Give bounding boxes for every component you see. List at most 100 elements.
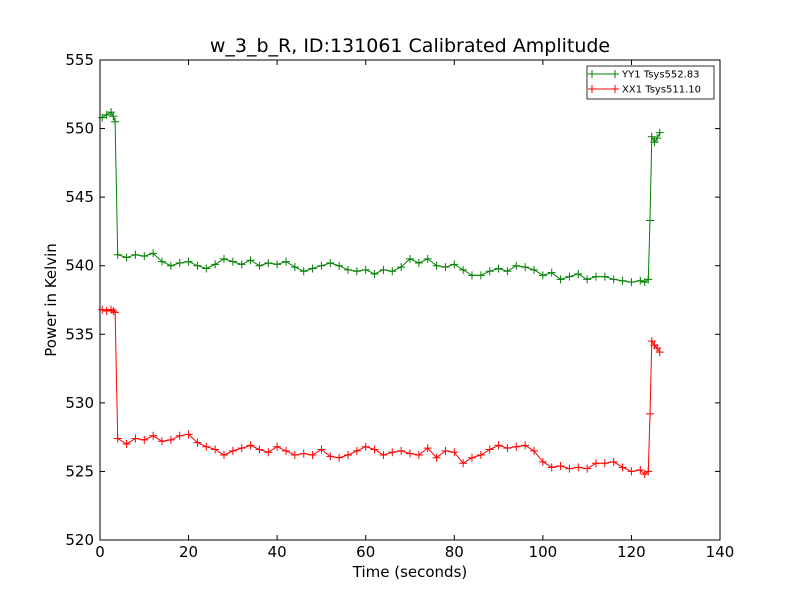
data-point: [184, 430, 193, 439]
data-point: [521, 441, 530, 450]
data-point: [574, 269, 583, 278]
data-point: [547, 463, 556, 472]
data-point: [102, 110, 111, 119]
data-point: [273, 260, 282, 269]
x-tick-label: 0: [95, 543, 105, 561]
x-tick-label: 80: [445, 543, 464, 561]
data-point: [432, 261, 441, 270]
data-point: [299, 449, 308, 458]
data-point: [459, 265, 468, 274]
data-point: [158, 437, 166, 446]
data-point: [476, 271, 485, 280]
data-point: [308, 450, 317, 459]
data-point: [530, 446, 538, 455]
data-point: [264, 258, 273, 267]
data-point: [335, 261, 344, 270]
data-point: [149, 249, 158, 258]
data-point: [592, 459, 600, 468]
data-point: [574, 463, 583, 472]
chart-title: w_3_b_R, ID:131061 Calibrated Amplitude: [210, 35, 610, 57]
data-point: [131, 434, 140, 443]
data-point: [175, 431, 184, 440]
y-tick-label: 535: [65, 325, 94, 343]
legend-marker-xx1: [588, 85, 619, 93]
data-point: [647, 132, 656, 141]
data-point: [636, 466, 645, 475]
y-tick-label: 520: [65, 531, 94, 549]
data-point: [459, 459, 468, 468]
data-point: [627, 278, 636, 287]
data-point: [109, 306, 118, 315]
data-point: [255, 445, 264, 454]
data-point: [184, 257, 193, 266]
legend: YY1 Tsys552.83 XX1 Tsys511.10: [586, 65, 715, 100]
data-point: [609, 275, 618, 284]
plot-frame: [99, 59, 721, 541]
data-point: [175, 258, 184, 267]
data-point: [565, 464, 574, 473]
data-point: [308, 264, 317, 273]
data-point: [636, 276, 645, 285]
data-point: [317, 261, 326, 270]
data-point: [326, 452, 335, 461]
data-point: [655, 348, 664, 357]
data-point: [335, 453, 344, 462]
x-tick-label: 20: [179, 543, 198, 561]
data-point: [166, 261, 175, 270]
data-point: [140, 435, 149, 444]
data-point: [211, 445, 220, 454]
data-point: [140, 252, 149, 261]
data-point: [556, 461, 565, 470]
data-point: [344, 450, 352, 459]
data-point: [468, 453, 476, 462]
data-point: [476, 450, 485, 459]
data-point: [388, 448, 397, 457]
data-point: [592, 272, 600, 281]
data-point: [113, 434, 122, 443]
data-point: [423, 254, 432, 263]
data-point: [547, 268, 556, 277]
data-point: [299, 267, 308, 276]
series-layer: [98, 108, 664, 479]
data-point: [485, 267, 494, 276]
data-point: [113, 250, 122, 259]
y-tick-label: 555: [65, 51, 94, 69]
data-point: [485, 445, 494, 454]
data-point: [503, 267, 512, 276]
data-point: [655, 128, 664, 137]
data-point: [202, 442, 211, 451]
data-point: [211, 260, 220, 269]
data-point: [122, 440, 131, 448]
data-point: [264, 448, 273, 457]
data-point: [644, 467, 653, 476]
data-point: [326, 258, 335, 267]
data-point: [397, 446, 406, 455]
data-point: [149, 431, 158, 440]
data-point: [107, 108, 116, 117]
data-point: [653, 134, 662, 143]
data-point: [131, 250, 140, 259]
data-point: [406, 449, 414, 458]
data-point: [503, 444, 512, 453]
data-point: [202, 264, 211, 273]
data-point: [538, 457, 547, 466]
y-tick-label: 545: [65, 188, 94, 206]
data-point: [379, 265, 388, 274]
data-point: [609, 457, 618, 466]
legend-label-xx1: XX1 Tsys511.10: [622, 85, 701, 96]
data-point: [600, 272, 609, 281]
data-point: [193, 438, 202, 447]
data-point: [228, 257, 237, 266]
data-point: [290, 263, 299, 272]
data-point: [273, 442, 282, 451]
data-point: [414, 450, 423, 459]
y-tick-label: 530: [65, 394, 94, 412]
legend-entry-xx1: XX1 Tsys511.10: [588, 85, 701, 96]
data-point: [111, 308, 120, 317]
data-point: [282, 257, 290, 266]
data-point: [370, 445, 379, 454]
data-point: [220, 254, 228, 263]
data-point: [246, 441, 255, 450]
